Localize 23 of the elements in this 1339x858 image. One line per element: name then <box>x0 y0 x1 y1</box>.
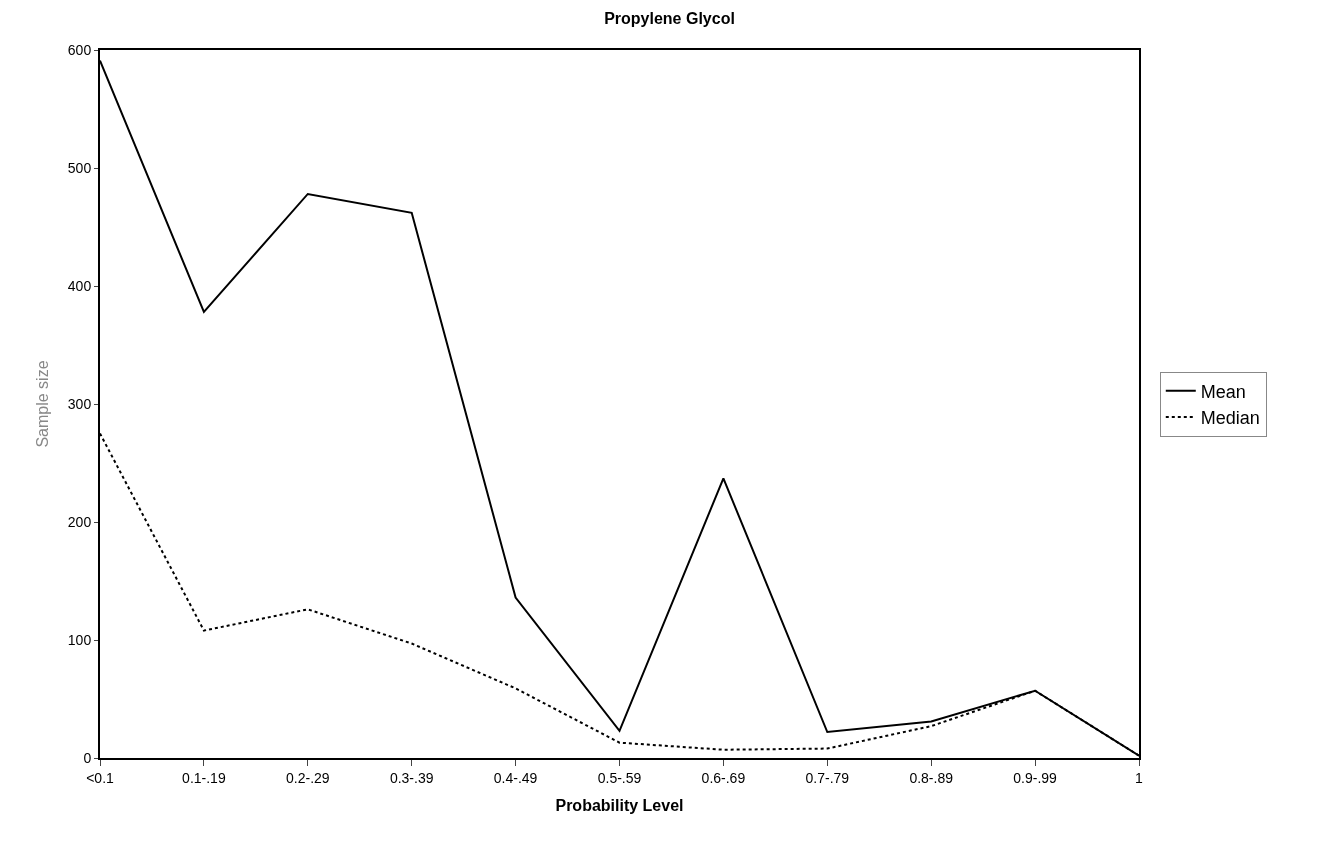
y-tick-label: 500 <box>67 159 92 176</box>
x-tick-label: 0.5-.59 <box>597 769 642 786</box>
y-tick-label: 200 <box>67 513 92 530</box>
x-tick-label: 0.2-.29 <box>286 769 330 786</box>
x-tick-label: 0.9-.99 <box>1013 769 1058 786</box>
x-tick-label: 0.3-.39 <box>389 769 434 786</box>
x-tick-label: 0.4-.49 <box>493 769 538 786</box>
y-tick-label: 100 <box>67 631 92 648</box>
x-tick-label: 1 <box>1135 769 1144 786</box>
x-tick-label: 0.7-.79 <box>805 769 850 786</box>
y-axis-title: Sample size <box>34 360 52 448</box>
legend-label: Median <box>1200 408 1260 429</box>
legend-label: Mean <box>1200 381 1246 402</box>
y-tick-label: 400 <box>67 277 92 294</box>
x-tick-label: <0.1 <box>86 769 115 786</box>
x-tick-label: 0.1-.19 <box>182 769 226 786</box>
x-tick-label: 0.8-.89 <box>909 769 954 786</box>
x-tick-label: 0.6-.69 <box>701 769 746 786</box>
x-axis-title: Probability Level <box>555 797 684 814</box>
chart-title: Propylene Glycol <box>604 10 735 28</box>
y-tick-label: 0 <box>83 749 92 766</box>
y-tick-label: 600 <box>67 41 92 58</box>
y-tick-label: 300 <box>67 395 92 412</box>
